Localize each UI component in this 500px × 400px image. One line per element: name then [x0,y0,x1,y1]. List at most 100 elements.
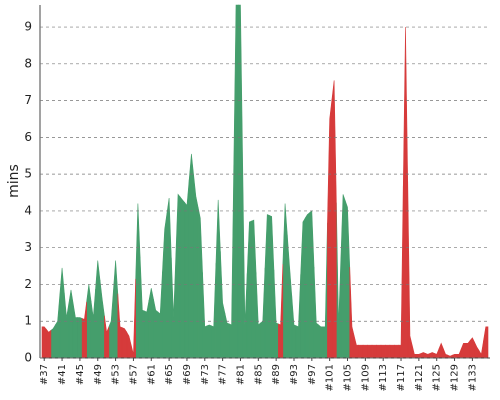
area-segment [202,272,208,359]
y-tick-label: 4 [24,203,32,217]
area-segment [55,294,61,359]
y-tick-label: 9 [24,20,32,34]
area-segment [175,193,181,359]
x-tick-label: #37 [39,364,50,385]
area-segment [344,200,351,359]
area-segment [425,352,431,359]
area-segment [237,4,243,359]
area-segment [197,207,203,359]
area-segment [229,164,235,359]
area-segment [144,300,150,359]
x-tick-label: #61 [146,364,157,385]
area-segment [64,292,70,359]
area-segment [166,198,172,359]
area-segment [162,213,168,359]
area-segment [99,279,105,359]
area-segment [278,264,284,359]
y-axis-label: mins [6,164,22,198]
area-segment [81,301,87,359]
x-tick-label: #49 [93,364,104,385]
area-segment [286,234,293,359]
area-segment [117,293,123,359]
area-segment [90,289,96,359]
area-segment [358,344,364,359]
x-tick-label: #121 [414,364,425,391]
area-segment [224,312,230,359]
area-segment [313,266,319,359]
x-tick-label: #53 [111,364,122,385]
area-segment [318,324,324,359]
plot-area [41,4,489,359]
y-tick-label: 8 [24,56,32,70]
x-tick-label: #129 [450,364,461,391]
area-segment [420,352,426,359]
x-tick-label: #77 [218,364,229,385]
area-segment [104,315,110,359]
area-segment [246,220,252,359]
area-segment [452,354,458,359]
area-segment [434,348,440,359]
area-segment [438,342,444,359]
area-segment [367,344,373,359]
area-segment [113,260,119,359]
area-segment [50,323,56,359]
area-segment [295,274,301,359]
area-segment [211,263,217,359]
area-segment [465,339,471,359]
area-segment [411,345,417,359]
area-segment [394,344,400,359]
area-segment [215,199,221,359]
area-segment [322,222,328,359]
y-tick-label: 6 [24,130,32,144]
area-segment [429,352,435,359]
y-tick-label: 7 [24,93,32,107]
y-tick-label: 1 [24,314,32,328]
area-segment [460,342,467,359]
area-segment [402,27,409,359]
area-segment [95,260,101,359]
area-segment [251,219,257,359]
x-tick-label: #89 [271,364,282,385]
area-segment [255,272,261,359]
area-segment [179,196,186,359]
area-segment [130,278,136,359]
area-segment [291,295,297,359]
area-segment [206,324,212,359]
area-segment [443,348,449,359]
area-segment [153,299,159,359]
x-tick-label: #57 [128,364,139,385]
x-tick-label: #45 [75,364,86,385]
area-segment [353,335,359,359]
x-tick-label: #101 [325,364,336,391]
area-segment [376,344,382,359]
x-tick-label: #81 [235,364,246,385]
y-tick-label: 2 [24,277,32,291]
area-segment [300,217,306,359]
x-tick-label: #69 [182,364,193,385]
area-segment [469,337,475,359]
area-segment [389,344,395,359]
x-tick-label: #65 [164,364,175,385]
area-segment [242,164,248,359]
area-segment [474,342,480,359]
area-segment [269,215,275,359]
area-segment [171,255,177,359]
x-tick-label: #113 [378,364,389,391]
y-tick-label: 0 [24,351,32,365]
area-segment [108,290,114,359]
area-segment [46,328,52,359]
x-tick-label: #41 [57,364,68,385]
area-segment [336,202,342,359]
area-segment [41,326,47,359]
area-segment [371,344,377,359]
area-segment [188,153,194,359]
area-segment [483,326,489,359]
area-segment [193,175,199,359]
area-segment [385,344,391,359]
area-segment [126,331,132,359]
area-segment [273,269,279,359]
x-tick-label: #105 [343,364,354,391]
area-segment [456,348,462,359]
area-segment [220,251,226,359]
